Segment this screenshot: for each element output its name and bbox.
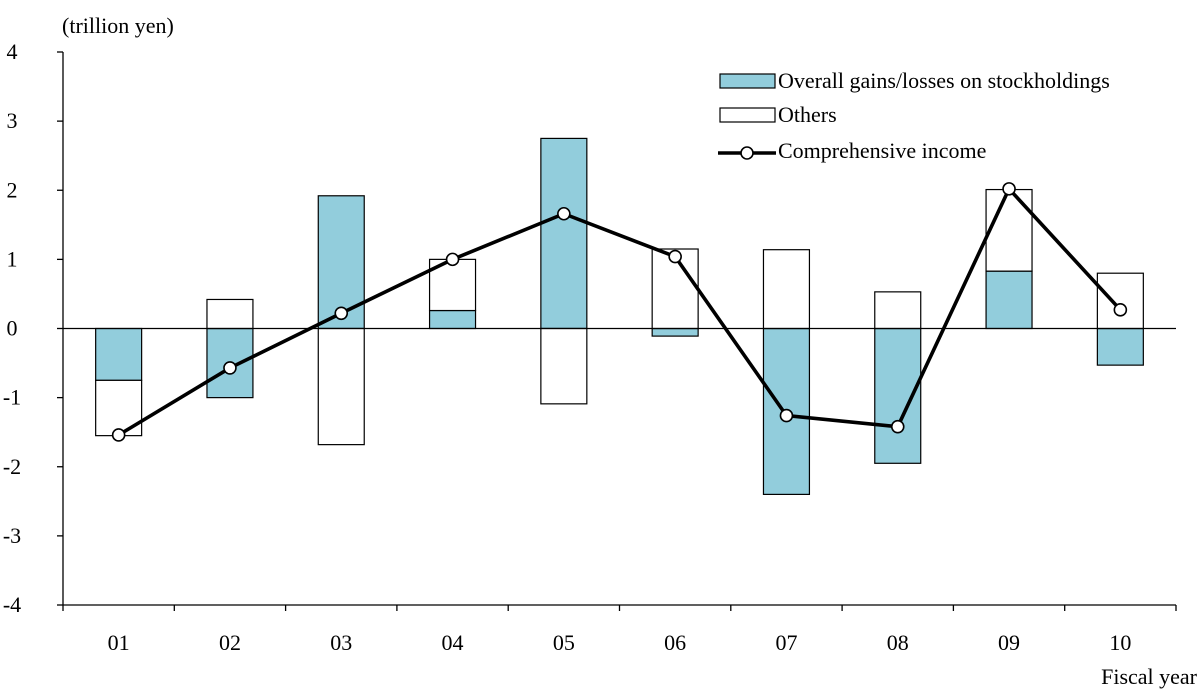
x-tick-label: 01 [108, 630, 130, 655]
comprehensive-income-line [117, 185, 1122, 437]
legend-swatch-others [719, 107, 776, 123]
bar-others-01 [95, 379, 143, 437]
bar-others-08 [874, 291, 922, 330]
y-tick-label: -2 [3, 454, 21, 479]
bar-stockholdings-09 [985, 270, 1033, 330]
x-tick-label: 02 [219, 630, 241, 655]
bar-others-10 [1096, 272, 1144, 330]
bars-layer [95, 137, 1144, 495]
bar-others-07 [762, 249, 811, 330]
comprehensive-income-point-06 [668, 249, 682, 264]
bar-others-03 [317, 327, 365, 446]
comprehensive-income-point-05 [557, 206, 571, 221]
x-tick-label: 06 [664, 630, 686, 655]
comprehensive-income-point-08 [890, 419, 905, 434]
x-tick-label: 03 [330, 630, 352, 655]
legend-swatch-stockholdings [719, 73, 776, 89]
y-tick-label: 2 [7, 177, 18, 202]
y-tick-label: -3 [3, 523, 21, 548]
legend-label: Others [778, 102, 837, 127]
legend-label: Comprehensive income [778, 138, 986, 163]
unit-label: (trillion yen) [62, 13, 174, 38]
comprehensive-income-point-09 [1002, 182, 1016, 196]
x-tick-label: 10 [1109, 630, 1131, 655]
comprehensive-income-point-03 [334, 306, 349, 321]
y-tick-label: 1 [7, 246, 18, 271]
x-tick-label: 08 [887, 630, 909, 655]
bar-stockholdings-04 [428, 309, 477, 330]
comprehensive-income-point-04 [445, 252, 460, 267]
comprehensive-income-point-07 [779, 408, 794, 423]
x-tick-label: 04 [442, 630, 464, 655]
y-tick-label: -1 [3, 385, 21, 410]
x-tick-label: 09 [998, 630, 1020, 655]
comprehensive-income-point-02 [223, 361, 237, 375]
bar-stockholdings-01 [95, 327, 143, 381]
comprehensive-income-point-10 [1113, 303, 1128, 317]
legend-label: Overall gains/losses on stockholdings [778, 68, 1110, 93]
line-layer [111, 182, 1128, 442]
bar-others-02 [206, 298, 254, 330]
y-tick-label: 3 [7, 108, 18, 133]
y-tick-label: 4 [7, 39, 18, 64]
bar-stockholdings-05 [540, 137, 588, 330]
bar-others-09 [985, 188, 1033, 272]
bar-stockholdings-06 [651, 327, 699, 337]
y-tick-label: 0 [7, 316, 18, 341]
x-axis-title: Fiscal year [1101, 664, 1198, 689]
bar-others-05 [540, 327, 588, 405]
x-tick-label: 05 [553, 630, 575, 655]
bar-stockholdings-10 [1096, 327, 1144, 366]
legend-swatch-marker [740, 146, 754, 160]
legend: Overall gains/losses on stockholdings Oth… [718, 68, 1110, 163]
x-tick-label: 07 [775, 630, 797, 655]
comprehensive-income-point-01 [111, 428, 126, 442]
y-tick-label: -4 [3, 592, 21, 617]
